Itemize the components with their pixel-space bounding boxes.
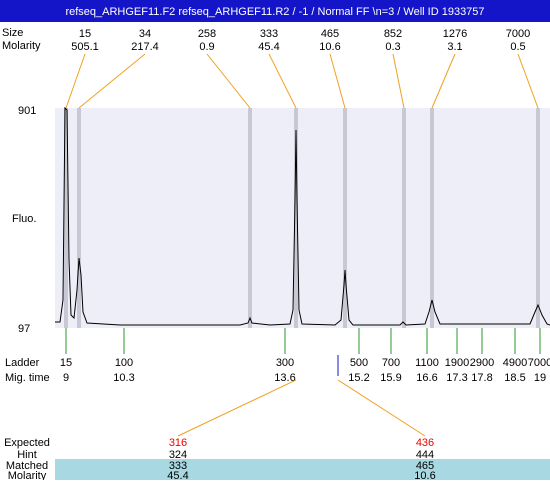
molarity-value: 45.4 <box>167 470 188 480</box>
peak-molarity: 505.1 <box>71 41 99 53</box>
ladder-mig: 19 <box>534 372 546 384</box>
hint-label: Hint <box>17 449 37 461</box>
peak-band <box>402 108 406 328</box>
ladder-size: 100 <box>115 357 133 369</box>
ladder-mig: 18.5 <box>504 372 525 384</box>
peak-band <box>248 108 252 328</box>
matched-label: Matched <box>6 460 48 472</box>
peak-leader <box>329 53 346 109</box>
expected-leader <box>337 379 426 437</box>
peak-molarity: 3.1 <box>447 41 462 53</box>
ladder-size: 15 <box>60 357 72 369</box>
peak-band <box>430 108 434 328</box>
peak-band <box>343 108 347 328</box>
ladder-size: 7000 <box>528 357 550 369</box>
peak-molarity: 217.4 <box>131 41 159 53</box>
expected-value: 436 <box>416 437 434 449</box>
peak-leader <box>431 53 456 109</box>
y-top: 901 <box>18 105 36 117</box>
hint-value: 444 <box>416 449 434 461</box>
expected-label: Expected <box>4 437 50 449</box>
peak-size: 465 <box>321 28 339 40</box>
peak-band <box>294 108 298 328</box>
title-bar <box>0 0 550 22</box>
molarity-label: Molarity <box>2 40 41 52</box>
peak-band <box>536 108 540 328</box>
ladder-size: 1100 <box>415 357 439 369</box>
ladder-mig: 17.3 <box>446 372 467 384</box>
peak-leader <box>206 53 251 109</box>
expected-value: 316 <box>169 437 187 449</box>
peak-band <box>77 108 81 328</box>
ladder-size: 500 <box>350 357 368 369</box>
ladder-mig: 10.3 <box>113 372 134 384</box>
matched-value: 465 <box>416 460 434 472</box>
peak-size: 34 <box>139 28 151 40</box>
hint-value: 324 <box>169 449 187 461</box>
ladder-mig: 9 <box>63 372 69 384</box>
y-label: Fluo. <box>12 213 36 225</box>
peak-size: 333 <box>260 28 278 40</box>
ladder-size: 300 <box>276 357 294 369</box>
matched-value: 333 <box>169 460 187 472</box>
peak-molarity: 45.4 <box>258 41 279 53</box>
plot-area <box>55 108 550 328</box>
peak-leader <box>392 53 405 109</box>
peak-leader <box>65 53 86 109</box>
ladder-size: 4900 <box>503 357 527 369</box>
peak-size: 1276 <box>443 28 467 40</box>
molarity-label: Molarity <box>8 470 47 480</box>
ladder-size: 2900 <box>470 357 494 369</box>
expected-leader <box>177 379 297 437</box>
ladder-size: 700 <box>382 357 400 369</box>
y-bottom: 97 <box>18 323 30 335</box>
peak-leader <box>268 53 297 109</box>
peak-band <box>64 108 68 328</box>
peak-size: 7000 <box>506 28 530 40</box>
ladder-size: 1900 <box>445 357 469 369</box>
title: refseq_ARHGEF11.F2 refseq_ARHGEF11.R2 / … <box>65 6 484 18</box>
peak-leader <box>78 53 146 109</box>
peak-size: 852 <box>384 28 402 40</box>
molarity-value: 10.6 <box>414 470 435 480</box>
size-label: Size <box>2 27 23 39</box>
ladder-label: Ladder <box>5 357 40 369</box>
ladder-mig: 15.2 <box>348 372 369 384</box>
peak-molarity: 10.6 <box>319 41 340 53</box>
peak-leader <box>517 53 539 109</box>
mig-label: Mig. time <box>5 372 50 384</box>
matched-band <box>55 459 550 480</box>
peak-molarity: 0.9 <box>199 41 214 53</box>
peak-molarity: 0.5 <box>510 41 525 53</box>
ladder-mig: 15.9 <box>380 372 401 384</box>
peak-molarity: 0.3 <box>385 41 400 53</box>
peak-size: 15 <box>79 28 91 40</box>
peak-size: 258 <box>198 28 216 40</box>
ladder-mig: 17.8 <box>471 372 492 384</box>
ladder-mig: 13.6 <box>274 372 295 384</box>
ladder-mig: 16.6 <box>416 372 437 384</box>
trace <box>55 106 550 326</box>
